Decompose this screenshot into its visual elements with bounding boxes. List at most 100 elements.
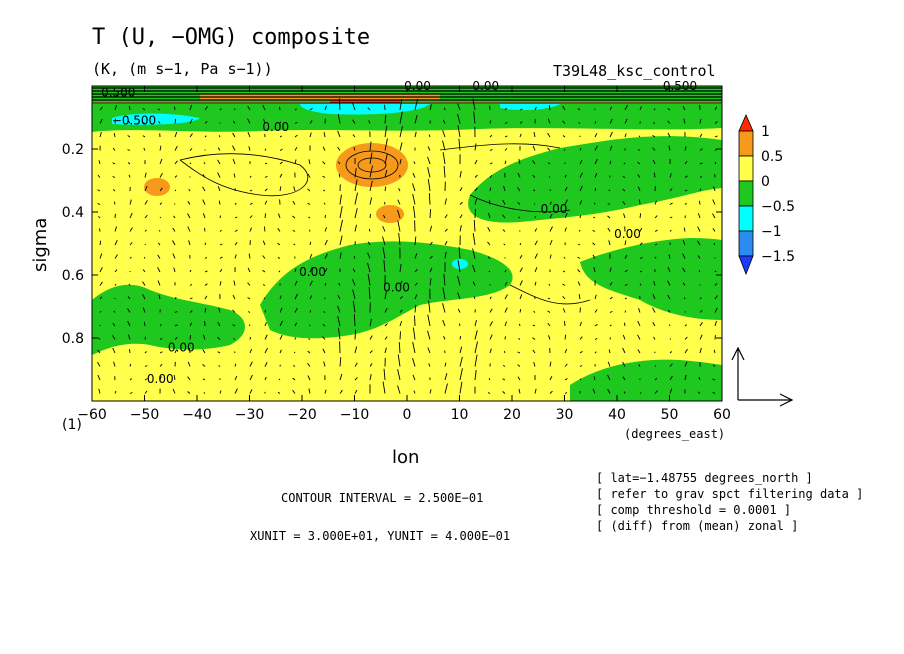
- wind-vector: [667, 108, 671, 111]
- wind-vector: [352, 279, 356, 286]
- wind-vector: [577, 256, 581, 259]
- wind-vector: [474, 198, 478, 205]
- wind-vector: [487, 392, 491, 394]
- wind-vector: [669, 188, 673, 192]
- wind-vector: [533, 362, 536, 367]
- wind-vector: [279, 349, 282, 354]
- wind-vector: [142, 108, 146, 111]
- wind-vector: [294, 337, 296, 340]
- wind-vector: [99, 281, 103, 286]
- wind-vector: [144, 185, 148, 192]
- wind-vector: [624, 269, 628, 273]
- wind-vector: [399, 296, 403, 300]
- wind-vector: [472, 264, 476, 273]
- wind-vector: [189, 133, 193, 138]
- positive-anomaly-left: [144, 178, 170, 196]
- wind-vector: [562, 296, 566, 300]
- wind-vector: [579, 321, 582, 327]
- wind-vector: [368, 287, 371, 300]
- wind-vector: [637, 334, 641, 340]
- wind-vector: [247, 131, 251, 138]
- wind-vector: [429, 389, 432, 394]
- wind-vector: [713, 242, 716, 246]
- wind-vector: [684, 175, 688, 178]
- wind-vector: [699, 175, 703, 178]
- wind-vector: [684, 160, 688, 165]
- wind-vector: [547, 147, 551, 151]
- wind-vector: [158, 230, 161, 232]
- colorbar-segment: [738, 205, 754, 232]
- wind-vector: [383, 214, 386, 219]
- wind-vector: [609, 106, 613, 111]
- wind-vector: [99, 119, 103, 124]
- wind-vector: [157, 267, 161, 273]
- wind-vector: [174, 145, 178, 151]
- wind-vector: [639, 256, 643, 259]
- wind-vector: [354, 168, 357, 178]
- wind-vector: [219, 256, 223, 259]
- contour-label: 0.00: [404, 79, 431, 93]
- wind-vector: [369, 165, 373, 178]
- wind-vector: [712, 199, 716, 205]
- wind-vector: [667, 280, 671, 286]
- wind-vector: [427, 179, 431, 192]
- wind-vector: [324, 253, 328, 259]
- wind-vector: [563, 321, 566, 327]
- wind-vector: [322, 175, 326, 178]
- wind-vector: [97, 349, 101, 354]
- wind-vector: [427, 156, 431, 165]
- wind-vector: [684, 361, 688, 367]
- wind-vector: [667, 132, 671, 138]
- wind-vector: [114, 269, 118, 273]
- wind-vector: [519, 255, 523, 259]
- wind-vector: [353, 255, 356, 259]
- colorbar: 1 0.5 0 −0.5 −1 −1.5: [738, 114, 795, 276]
- wind-vector: [534, 106, 537, 111]
- plot-area: [92, 86, 722, 401]
- wind-vector: [217, 336, 221, 340]
- wind-vector: [442, 119, 446, 124]
- wind-vector: [159, 351, 163, 354]
- wind-vector: [307, 188, 311, 192]
- wind-vector: [202, 199, 206, 205]
- wind-vector: [668, 145, 671, 151]
- wind-vector: [202, 213, 206, 219]
- wind-vector: [144, 378, 148, 381]
- wind-vector: [294, 280, 298, 286]
- y-tick-label: 0.2: [62, 142, 84, 158]
- wind-vector: [502, 365, 506, 367]
- wind-vector: [324, 389, 327, 394]
- wind-vector: [354, 224, 357, 232]
- wind-vector: [564, 227, 567, 232]
- wind-vector: [309, 132, 312, 138]
- wind-vector: [622, 376, 626, 381]
- wind-vector: [204, 242, 207, 246]
- wind-vector: [518, 388, 521, 394]
- positive-anomaly-mid: [376, 205, 404, 223]
- wind-vector: [262, 104, 266, 111]
- wind-vector: [429, 241, 433, 246]
- wind-vector: [457, 103, 461, 111]
- wind-vector: [459, 170, 462, 178]
- wind-vector: [203, 334, 206, 340]
- wind-vector: [637, 149, 641, 151]
- wind-vector: [669, 351, 673, 354]
- wind-vector: [652, 293, 656, 300]
- wind-vector: [142, 307, 146, 313]
- wind-vector: [594, 294, 597, 300]
- colorbar-label: 0: [761, 174, 770, 190]
- wind-vector: [594, 145, 598, 151]
- wind-vector: [369, 335, 373, 340]
- wind-vector: [414, 98, 418, 111]
- wind-vector: [697, 213, 701, 219]
- run-label: T39L48_ksc_control: [553, 62, 716, 80]
- x-tick-label: −20: [287, 407, 317, 423]
- wind-vector: [608, 349, 611, 354]
- wind-vector: [427, 167, 431, 178]
- wind-vector: [683, 297, 686, 300]
- wind-vector: [594, 309, 598, 313]
- colorbar-label: −0.5: [761, 199, 795, 215]
- wind-vector: [712, 213, 716, 219]
- wind-vector: [142, 281, 146, 286]
- wind-vector: [549, 361, 552, 367]
